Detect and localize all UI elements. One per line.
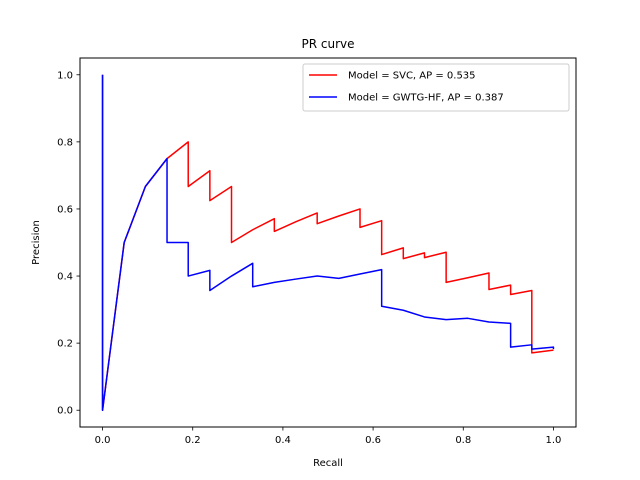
x-tick-label: 1.0 xyxy=(546,435,562,446)
series-line-2 xyxy=(101,74,555,411)
legend-label-1: Model = SVC, AP = 0.535 xyxy=(348,71,476,82)
y-tick-label: 0.2 xyxy=(57,339,73,350)
x-tick-label: 0.6 xyxy=(365,435,381,446)
x-tick-label: 0.4 xyxy=(275,435,291,446)
chart-title: PR curve xyxy=(301,37,354,51)
legend: Model = SVC, AP = 0.535 Model = GWTG-HF, … xyxy=(302,63,570,112)
series-line-1 xyxy=(101,74,554,411)
plot-area-frame xyxy=(79,57,577,428)
y-axis-label: Precision xyxy=(31,220,42,265)
x-tick-label: 0.8 xyxy=(455,435,471,446)
plot-lines xyxy=(101,74,555,411)
x-axis-ticks: 0.0 0.2 0.4 0.6 0.8 1.0 xyxy=(95,427,562,446)
x-tick-label: 0.0 xyxy=(95,435,111,446)
y-tick-label: 0.8 xyxy=(57,137,73,148)
y-tick-label: 0.4 xyxy=(57,272,73,283)
legend-box xyxy=(302,63,570,112)
x-tick-label: 0.2 xyxy=(185,435,201,446)
y-axis-ticks: 0.0 0.2 0.4 0.6 0.8 1.0 xyxy=(57,70,80,417)
y-tick-label: 0.0 xyxy=(57,406,73,417)
y-tick-label: 1.0 xyxy=(57,70,73,81)
legend-label-2: Model = GWTG-HF, AP = 0.387 xyxy=(348,93,504,104)
y-tick-label: 0.6 xyxy=(57,204,73,215)
x-axis-label: Recall xyxy=(313,458,343,469)
